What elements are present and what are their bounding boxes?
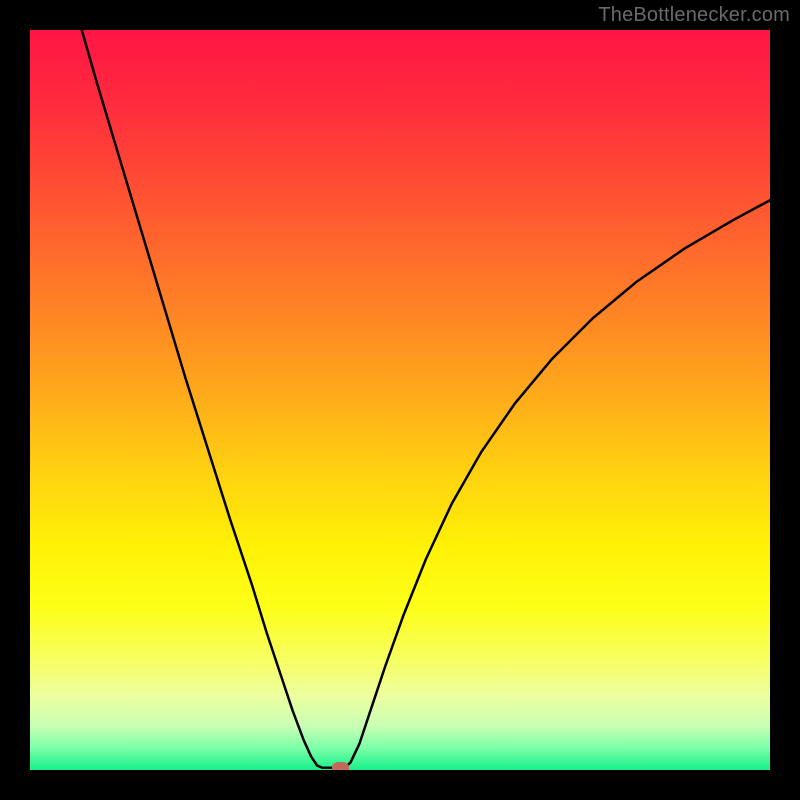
watermark-text: TheBottlenecker.com [598,4,790,27]
optimal-point-marker [332,762,349,770]
plot-frame [30,30,770,770]
plot-area [30,30,770,770]
bottleneck-curve [30,30,770,770]
